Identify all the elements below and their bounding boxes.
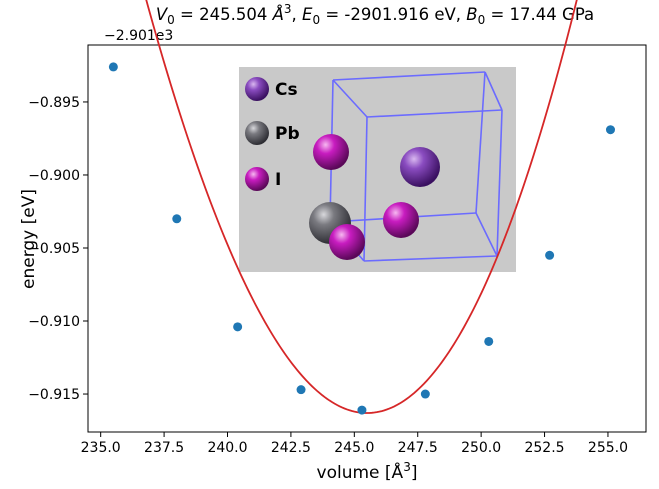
series-layer [108, 0, 615, 415]
title-b-sub: 0 [478, 13, 486, 27]
data-point [605, 125, 615, 135]
title-v-unit: Å [272, 5, 284, 24]
cell-edge [366, 109, 503, 118]
legend-swatch-i [245, 167, 269, 191]
cell-edge [363, 116, 368, 262]
legend-swatch-cs [245, 77, 269, 101]
y-tick-label: −0.900 [28, 168, 80, 184]
x-tick-label: 235.0 [81, 440, 121, 456]
y-axis: −0.895 −0.900 −0.905 −0.910 −0.915 [28, 95, 88, 403]
title-e-pre: , [292, 5, 303, 24]
title-v-eq: = 245.504 [175, 5, 273, 24]
cell-edge [484, 71, 503, 111]
title-b-symbol: B [466, 5, 477, 24]
data-point [108, 62, 118, 72]
inset-legend: Cs Pb I [245, 77, 300, 191]
legend-label-i: I [275, 170, 281, 190]
cell-edge [332, 79, 368, 118]
y-offset-label: −2.901e3 [104, 28, 173, 44]
title-v-symbol: V [156, 5, 169, 24]
data-point [357, 405, 367, 415]
inset-background [239, 67, 516, 272]
chart-title: V0 = 245.504 Å3, E0 = -2901.916 eV, B0 =… [156, 2, 594, 27]
cell-edge [475, 212, 498, 257]
x-tick-label: 250.0 [461, 440, 501, 456]
x-tick-label: 255.0 [588, 440, 628, 456]
data-point [172, 214, 182, 224]
x-axis-label-main: volume [Å [317, 461, 404, 483]
cell-edge [496, 109, 503, 257]
title-v-sup: 3 [284, 2, 292, 16]
x-tick-label: 242.5 [271, 440, 311, 456]
legend-label-cs: Cs [275, 80, 298, 100]
iodine-atom [313, 134, 349, 170]
x-tick-label: 247.5 [398, 440, 438, 456]
title-e-sub: 0 [312, 13, 320, 27]
x-axis-label-sup: 3 [403, 460, 411, 474]
iodine-atom [383, 202, 419, 238]
plot-frame [87, 44, 647, 433]
x-tick-label: 252.5 [524, 440, 564, 456]
x-axis-label-end: ] [411, 463, 418, 483]
data-point [484, 336, 494, 346]
x-axis-label: volume [Å3] [317, 460, 418, 483]
y-axis-label: energy [eV] [19, 189, 39, 289]
x-tick-label: 237.5 [144, 440, 184, 456]
title-b-eq: = 17.44 GPa [485, 5, 594, 24]
cell-edge [363, 255, 498, 262]
data-point [420, 389, 430, 399]
x-axis: 235.0 237.5 240.0 242.5 245.0 247.5 250.0 252.5… [81, 432, 628, 456]
title-e-symbol: E [302, 5, 313, 24]
data-point [233, 322, 243, 332]
data-point [545, 250, 555, 260]
data-point [296, 385, 306, 395]
title-e-eq: = -2901.916 eV, [320, 5, 466, 24]
structure-inset: Cs Pb I [239, 67, 516, 272]
y-tick-label: −0.905 [28, 241, 80, 257]
x-tick-label: 245.0 [334, 440, 374, 456]
cell-edge [332, 71, 486, 81]
y-tick-label: −0.910 [28, 314, 80, 330]
cs-atom [400, 147, 440, 187]
y-tick-label: −0.895 [28, 95, 80, 111]
title-v-sub: 0 [167, 13, 175, 27]
cell-edge [475, 71, 486, 214]
y-tick-label: −0.915 [28, 387, 80, 403]
legend-swatch-pb [245, 121, 269, 145]
iodine-atom [329, 224, 365, 260]
x-tick-label: 240.0 [207, 440, 247, 456]
legend-label-pb: Pb [275, 124, 300, 144]
